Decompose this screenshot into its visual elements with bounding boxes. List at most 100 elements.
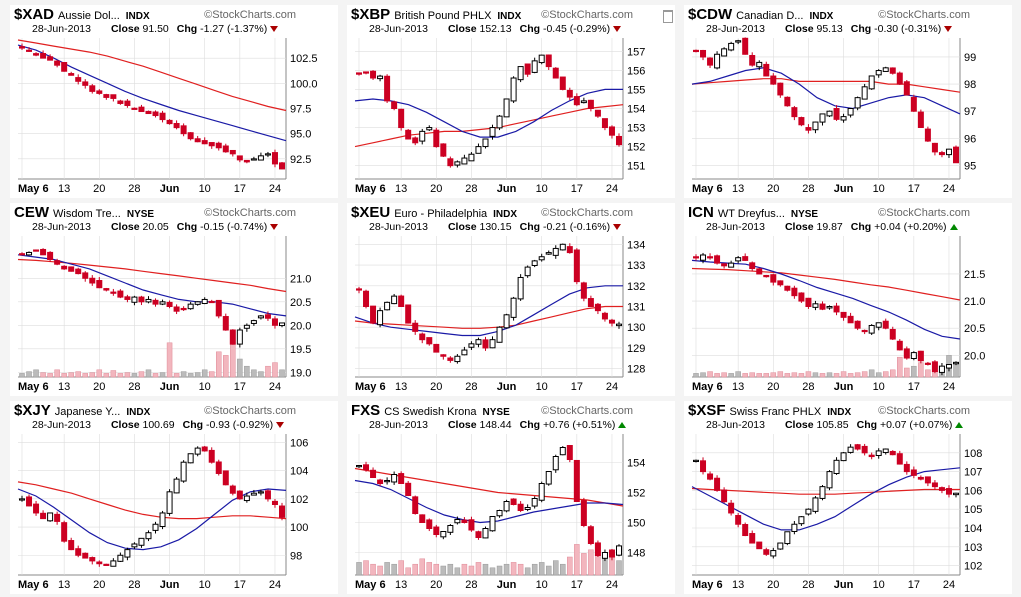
volume-bar xyxy=(419,558,425,576)
candle-body xyxy=(398,108,405,129)
x-tick-label: 13 xyxy=(58,183,70,195)
y-tick-label: 131 xyxy=(627,302,645,314)
moving-average-short xyxy=(17,254,287,317)
candle-body xyxy=(777,542,784,550)
y-tick-label: 19.0 xyxy=(290,367,311,379)
candle-body xyxy=(391,295,398,305)
candle-body xyxy=(756,541,763,550)
trash-icon[interactable] xyxy=(663,10,673,23)
volume-bar xyxy=(925,369,931,378)
chart-panel-xjy[interactable]: $XJY Japanese Y... INDX ©StockCharts.com 28-… xyxy=(10,401,338,594)
candle-body xyxy=(756,61,763,68)
candle-body xyxy=(903,348,910,359)
x-tick-label: May 6 xyxy=(18,183,49,195)
candle-body xyxy=(454,519,461,524)
volume-bar xyxy=(861,371,868,378)
watermark: ©StockCharts.com xyxy=(204,405,296,417)
candle-body xyxy=(763,274,770,278)
candle-body xyxy=(222,145,229,153)
candle-body xyxy=(840,452,847,462)
y-tick-label: 20.5 xyxy=(964,323,985,335)
candle-body xyxy=(370,469,377,479)
x-tick-label: 20 xyxy=(767,381,779,393)
moving-average-long xyxy=(354,305,623,329)
candle-body xyxy=(68,266,75,272)
y-tick-label: 20.0 xyxy=(290,320,311,332)
chart-panel-xeu[interactable]: $XEU Euro - Philadelphia INDX ©StockCharts.… xyxy=(347,203,675,396)
candle-body xyxy=(545,54,552,68)
candle-body xyxy=(201,446,208,452)
exchange-label: INDX xyxy=(493,209,518,220)
chart-panel-cew[interactable]: CEW Wisdom Tre... NYSE ©StockCharts.com 28-J… xyxy=(10,203,338,396)
candle-body xyxy=(131,107,138,110)
x-tick-label: May 6 xyxy=(18,579,49,591)
quote-date: 28-Jun-2013 xyxy=(32,23,91,35)
candle-body xyxy=(447,357,454,361)
candle-body xyxy=(833,459,840,475)
candle-body xyxy=(173,306,180,312)
candle-body xyxy=(131,543,138,548)
moving-average-long xyxy=(17,258,287,293)
volume-bar xyxy=(216,351,222,378)
volume-bar xyxy=(19,373,25,378)
x-tick-label: Jun xyxy=(497,183,517,195)
candle-body xyxy=(271,500,278,506)
volume-bar xyxy=(26,371,32,378)
chart-panel-xsf[interactable]: $XSF Swiss Franc PHLX INDX ©StockCharts.com… xyxy=(684,401,1012,594)
volume-bar xyxy=(194,372,201,378)
volume-bar xyxy=(847,373,854,378)
volume-bar xyxy=(75,371,81,378)
candle-body xyxy=(896,72,903,85)
candle-body xyxy=(721,263,728,267)
y-tick-label: 105 xyxy=(964,504,982,516)
quote-date: 28-Jun-2013 xyxy=(706,23,765,35)
candle-body xyxy=(707,57,714,66)
volume-bar xyxy=(412,563,418,576)
candle-body xyxy=(33,249,40,252)
candle-body xyxy=(594,303,601,312)
exchange-label: INDX xyxy=(809,11,834,22)
candle-body xyxy=(714,53,721,69)
chart-panel-xbp[interactable]: $XBP British Pound PHLX INDX ©StockCharts.c… xyxy=(347,5,675,198)
candle-body xyxy=(847,108,854,116)
chart-header: $CDW Canadian D... INDX ©StockCharts.com 28-… xyxy=(686,5,1012,37)
candle-body xyxy=(47,512,54,522)
candle-body xyxy=(826,471,833,489)
chart-panel-icn[interactable]: ICN WT Dreyfus... NYSE ©StockCharts.com 28-J… xyxy=(684,203,1012,396)
candle-body xyxy=(854,97,861,109)
volume-bar xyxy=(545,565,552,576)
x-tick-label: 24 xyxy=(606,381,618,393)
candle-body xyxy=(531,498,538,507)
volume-bar xyxy=(405,567,411,576)
candle-body xyxy=(700,460,707,473)
volume-bar xyxy=(54,369,60,378)
candle-body xyxy=(61,522,68,542)
volume-bar xyxy=(138,371,145,378)
candle-body xyxy=(33,503,40,514)
candle-body xyxy=(587,526,594,544)
x-tick-label: 13 xyxy=(395,579,407,591)
chart-panel-fxs[interactable]: FXS CS Swedish Krona NYSE ©StockCharts.com 2… xyxy=(347,401,675,594)
volume-bar xyxy=(574,544,580,576)
candle-body xyxy=(910,469,917,476)
y-tick-label: 148 xyxy=(627,548,645,560)
chart-panel-xad[interactable]: $XAD Aussie Dol... INDX ©StockCharts.com 28-… xyxy=(10,5,338,198)
x-tick-label: 13 xyxy=(732,381,744,393)
candle-body xyxy=(208,449,215,463)
candle-body xyxy=(257,155,264,161)
volume-bar xyxy=(798,373,805,378)
candle-body xyxy=(271,152,278,165)
chart-panel-cdw[interactable]: $CDW Canadian D... INDX ©StockCharts.com 28-… xyxy=(684,5,1012,198)
candle-body xyxy=(131,296,138,303)
x-tick-label: Jun xyxy=(160,381,180,393)
moving-average-long xyxy=(691,78,961,93)
candle-body xyxy=(861,86,868,100)
chart-header: $XEU Euro - Philadelphia INDX ©StockCharts.… xyxy=(349,203,675,235)
candle-body xyxy=(594,542,601,557)
y-tick-label: 108 xyxy=(964,448,982,460)
candle-body xyxy=(47,251,54,260)
candle-body xyxy=(819,113,826,123)
candle-body xyxy=(117,100,124,104)
candle-body xyxy=(777,280,784,286)
candle-body xyxy=(61,62,68,72)
